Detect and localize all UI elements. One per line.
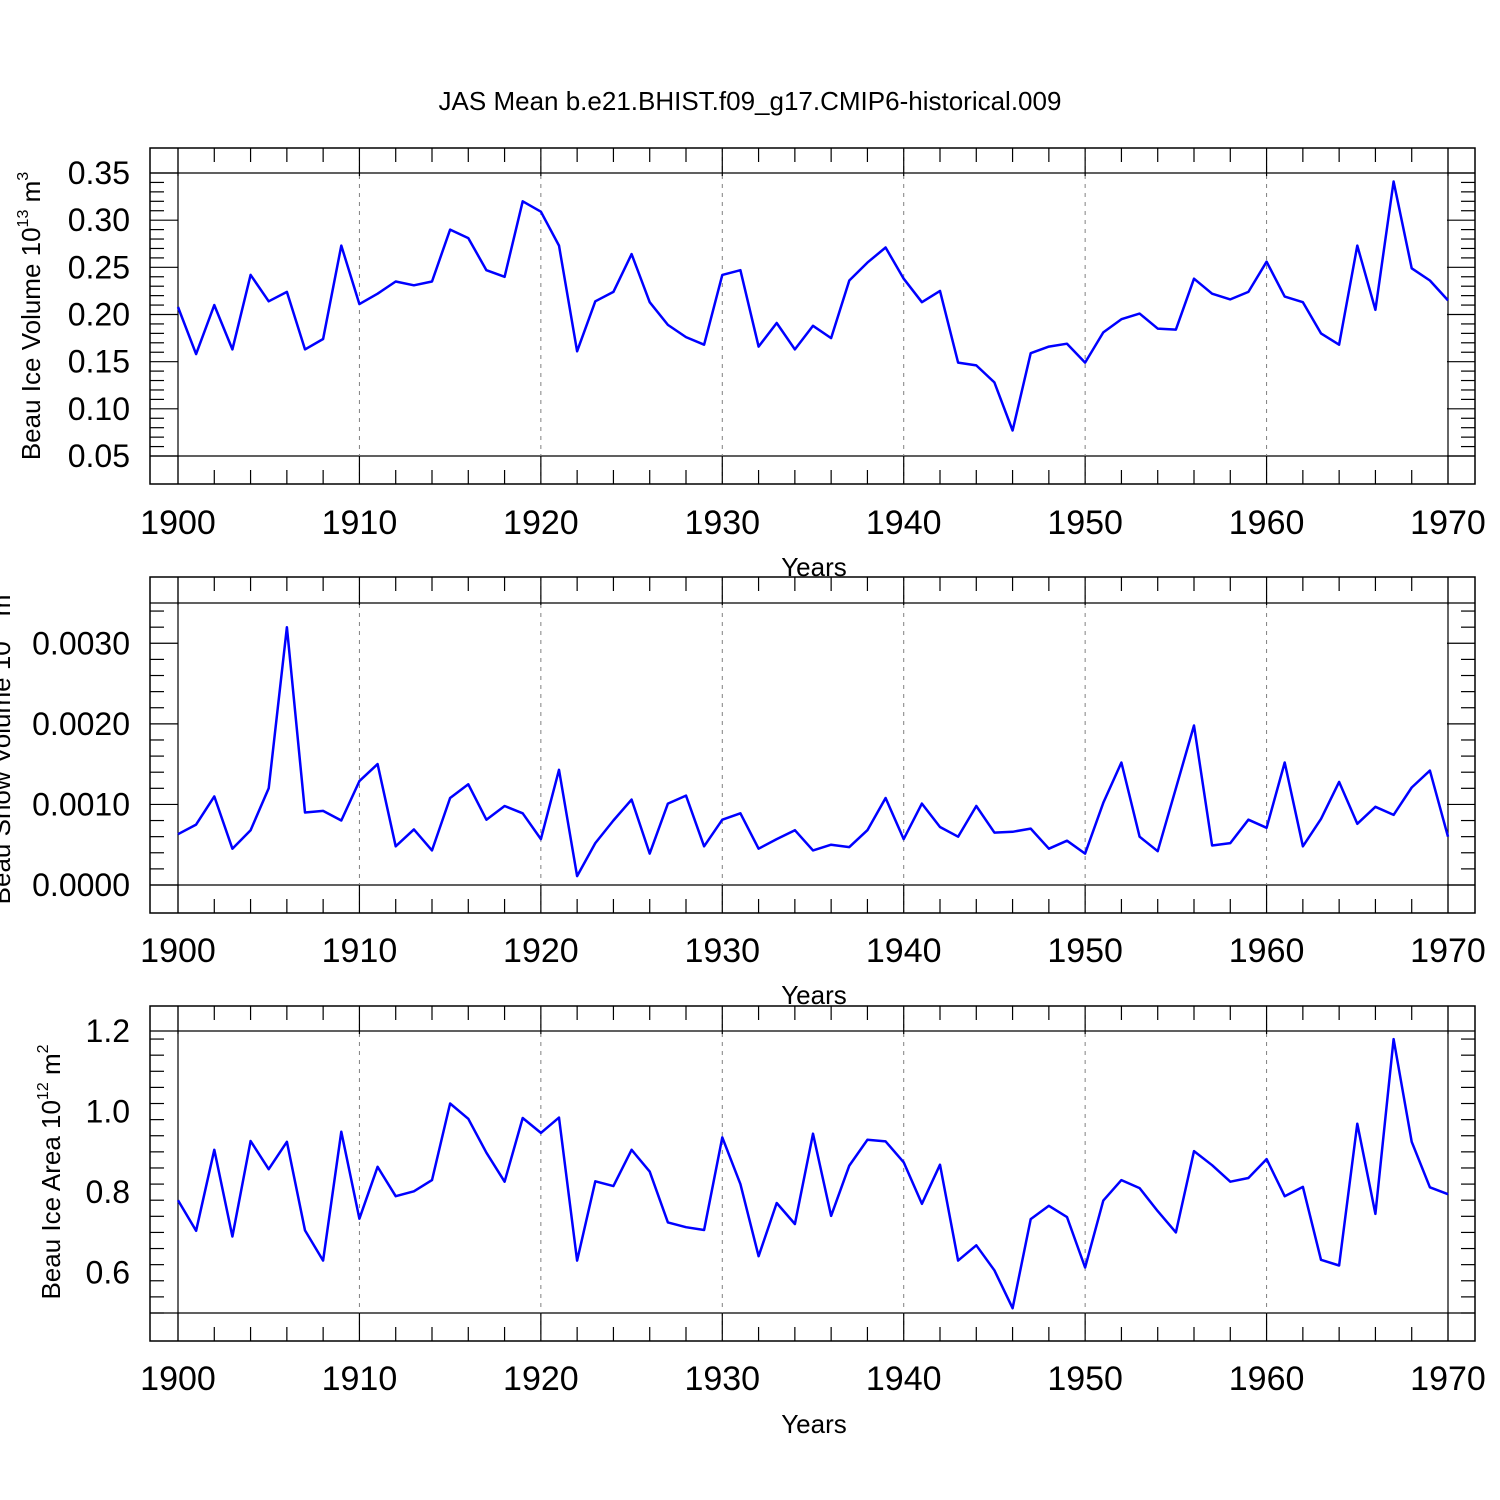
- x-tick-label: 1940: [866, 1360, 942, 1398]
- x-tick-label: 1960: [1229, 1360, 1305, 1398]
- y-tick-label: 0.35: [68, 155, 130, 191]
- y-tick-label: 0.0010: [32, 786, 130, 822]
- x-tick-label: 1960: [1229, 504, 1305, 542]
- panel-ice-area: 1900 1910 1920 1930 1940 1950 1960 1970 0.6 0.8 1.…: [35, 1005, 1486, 1439]
- y-tick-label: 0.25: [68, 249, 130, 285]
- x-tick-label: 1900: [140, 1360, 216, 1398]
- y-tick-label: 1.2: [86, 1013, 130, 1049]
- x-tick-label: 1900: [140, 932, 216, 970]
- x-tick-label: 1960: [1229, 932, 1305, 970]
- x-tick-label: 1930: [684, 932, 760, 970]
- x-tick-label: 1950: [1047, 1360, 1123, 1398]
- y-tick-label: 0.05: [68, 438, 130, 474]
- x-tick-label: 1910: [322, 504, 398, 542]
- y-tick-label: 0.0020: [32, 706, 130, 742]
- x-tick-label: 1920: [503, 932, 579, 970]
- chart-title: JAS Mean b.e21.BHIST.f09_g17.CMIP6-histo…: [439, 86, 1062, 116]
- x-tick-label: 1970: [1410, 932, 1486, 970]
- y-axis-label: Beau Ice Volume 1013 m3: [15, 172, 46, 460]
- panel-snow-volume: 1900 1910 1920 1930 1940 1950 1960 1970 0.0000 0.…: [0, 576, 1486, 1010]
- x-axis-label: Years: [781, 1409, 847, 1439]
- x-tick-label: 1950: [1047, 504, 1123, 542]
- x-tick-label: 1940: [866, 504, 942, 542]
- y-tick-label: 0.20: [68, 297, 130, 333]
- x-tick-label: 1970: [1410, 504, 1486, 542]
- y-tick-label: 0.0030: [32, 625, 130, 661]
- x-tick-label: 1920: [503, 504, 579, 542]
- x-tick-label: 1910: [322, 1360, 398, 1398]
- plot-frame: [149, 147, 1476, 485]
- y-tick-label: 0.6: [86, 1255, 130, 1291]
- x-tick-label: 1910: [322, 932, 398, 970]
- x-tick-label: 1950: [1047, 932, 1123, 970]
- y-tick-label: 0.15: [68, 344, 130, 380]
- y-axis-label: Beau Ice Area 1012 m2: [35, 1044, 66, 1299]
- x-axis-label: Years: [781, 980, 847, 1010]
- y-axis-label: Beau Snow Volume 1013 m3: [0, 586, 16, 905]
- y-tick-label: 0.8: [86, 1174, 130, 1210]
- x-tick-label: 1930: [684, 504, 760, 542]
- y-tick-label: 0.0000: [32, 867, 130, 903]
- x-tick-label: 1940: [866, 932, 942, 970]
- panel-ice-volume: 1900 1910 1920 1930 1940 1950 1960 1970 0.05 0.10…: [15, 147, 1486, 582]
- x-tick-label: 1920: [503, 1360, 579, 1398]
- series-line-ice-area: [176, 1037, 1449, 1310]
- y-tick-label: 0.30: [68, 202, 130, 238]
- plot-frame: [149, 1005, 1476, 1342]
- x-tick-label: 1930: [684, 1360, 760, 1398]
- series-line-ice-volume: [176, 180, 1449, 432]
- plot-frame: [149, 576, 1476, 914]
- y-tick-label: 0.10: [68, 391, 130, 427]
- series-line-snow-volume: [177, 625, 1450, 878]
- x-tick-label: 1900: [140, 504, 216, 542]
- x-tick-label: 1970: [1410, 1360, 1486, 1398]
- y-tick-label: 1.0: [86, 1094, 130, 1130]
